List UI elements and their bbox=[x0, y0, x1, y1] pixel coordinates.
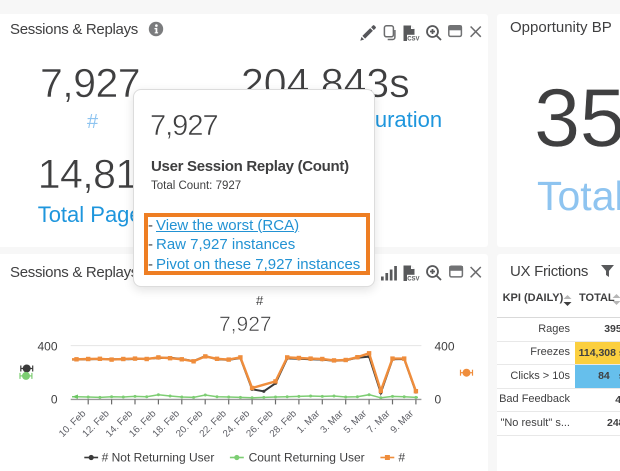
svg-text:3. Mar: 3. Mar bbox=[318, 408, 346, 436]
svg-text:28. Feb: 28. Feb bbox=[268, 408, 300, 440]
svg-text:#: # bbox=[398, 451, 405, 465]
svg-text:5. Mar: 5. Mar bbox=[342, 408, 370, 436]
svg-text:Count Returning User: Count Returning User bbox=[249, 451, 365, 465]
svg-text:7. Mar: 7. Mar bbox=[365, 408, 393, 436]
svg-text:9. Mar: 9. Mar bbox=[389, 408, 417, 436]
svg-text:0: 0 bbox=[435, 393, 442, 407]
svg-text:400: 400 bbox=[37, 340, 57, 354]
svg-text:CSV: CSV bbox=[407, 276, 419, 282]
svg-text:0: 0 bbox=[51, 393, 58, 407]
svg-text:400: 400 bbox=[435, 340, 455, 354]
svg-text:# Not Returning User: # Not Returning User bbox=[102, 451, 215, 465]
svg-text:1. Mar: 1. Mar bbox=[295, 408, 323, 436]
svg-text:CSV: CSV bbox=[407, 36, 419, 42]
